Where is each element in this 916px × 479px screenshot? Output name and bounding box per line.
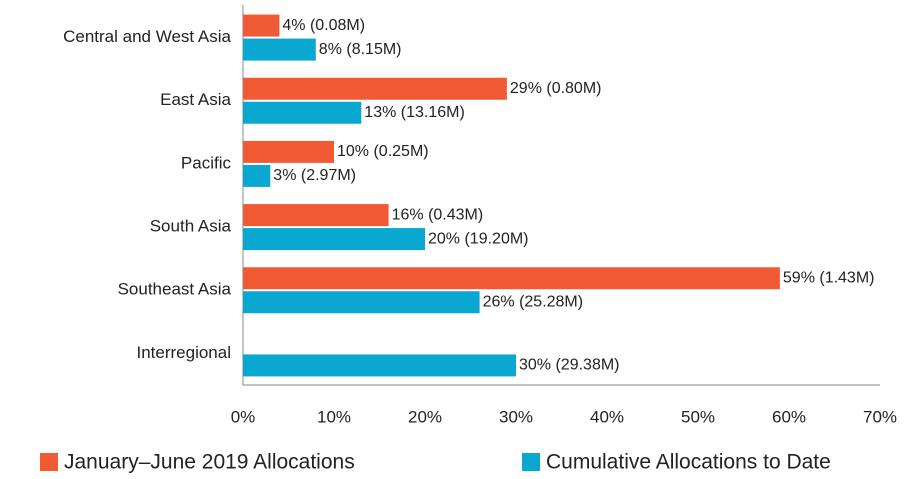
- x-tick-label: 60%: [772, 407, 806, 426]
- x-tick-label: 70%: [863, 407, 897, 426]
- x-tick-label: 50%: [681, 407, 715, 426]
- legend-label: January–June 2019 Allocations: [64, 451, 355, 474]
- bar: [243, 38, 316, 61]
- value-label: 30% (29.38M): [519, 357, 620, 374]
- bar: [243, 204, 389, 227]
- value-label: 59% (1.43M): [783, 269, 875, 286]
- value-label: 8% (8.15M): [319, 41, 402, 58]
- bar: [243, 354, 516, 377]
- bar: [243, 140, 334, 163]
- value-label: 16% (0.43M): [392, 206, 484, 223]
- y-tick-label: South Asia: [150, 217, 232, 236]
- x-tick-label: 40%: [590, 407, 624, 426]
- bar: [243, 291, 480, 314]
- y-tick-label: Central and West Asia: [63, 27, 231, 46]
- bar: [243, 228, 425, 251]
- value-label: 26% (25.28M): [483, 293, 583, 310]
- legend-swatch: [40, 453, 58, 471]
- bar: [243, 14, 280, 37]
- bar: [243, 164, 271, 187]
- value-label: 10% (0.25M): [337, 143, 429, 160]
- y-tick-label: East Asia: [160, 90, 231, 109]
- bar: [243, 267, 780, 290]
- y-tick-label: Interregional: [136, 343, 231, 362]
- x-tick-label: 10%: [317, 407, 351, 426]
- value-label: 13% (13.16M): [364, 104, 465, 121]
- value-label: 20% (19.20M): [428, 230, 529, 247]
- value-label: 29% (0.80M): [510, 80, 602, 97]
- x-tick-label: 30%: [499, 407, 533, 426]
- value-label: 4% (0.08M): [282, 17, 365, 34]
- y-tick-label: Southeast Asia: [118, 280, 232, 299]
- bar: [243, 77, 507, 100]
- legend-swatch: [522, 453, 540, 471]
- bar: [243, 101, 362, 124]
- x-tick-label: 0%: [231, 407, 256, 426]
- y-tick-label: Pacific: [181, 153, 232, 172]
- value-label: 3% (2.97M): [273, 167, 356, 184]
- legend-label: Cumulative Allocations to Date: [546, 451, 831, 474]
- x-tick-label: 20%: [408, 407, 442, 426]
